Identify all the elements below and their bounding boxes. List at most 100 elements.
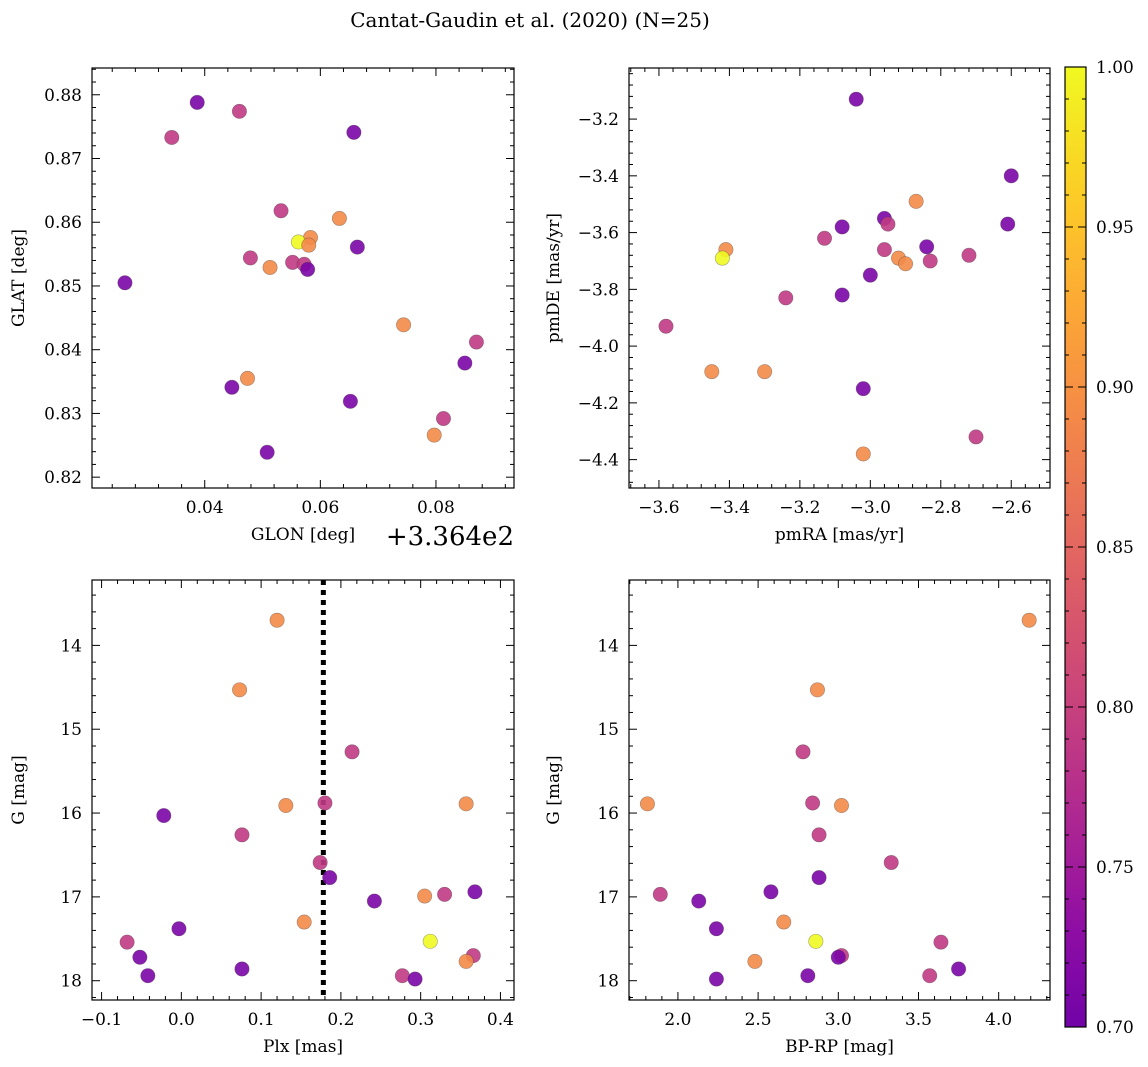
panels: 0.04 0.06 0.08 0.82 0.83 0.84 0.85 0.86 0.87 0.88… — [9, 67, 1051, 1057]
data-point — [396, 317, 412, 333]
figure-title: Cantat-Gaudin et al. (2020) (N=25) — [350, 8, 710, 32]
data-point — [317, 795, 333, 811]
y-tick-label: 0.86 — [44, 213, 82, 233]
data-point — [639, 796, 655, 812]
data-point — [458, 796, 474, 812]
x-axis-label: BP-RP [mag] — [785, 1037, 894, 1057]
x-tick-label: −0.1 — [81, 1010, 122, 1030]
data-point — [919, 239, 935, 255]
data-point — [708, 971, 724, 987]
data-point — [834, 287, 850, 303]
data-point — [757, 364, 773, 380]
data-point — [795, 744, 811, 760]
data-point — [422, 933, 438, 949]
data-point — [880, 216, 896, 232]
y-tick-label: 17 — [60, 888, 82, 908]
data-point — [300, 261, 316, 277]
plot-frame — [91, 579, 515, 1001]
data-point — [691, 893, 707, 909]
data-point — [426, 427, 442, 443]
data-point — [407, 971, 423, 987]
data-point — [922, 253, 938, 269]
data-point — [708, 921, 724, 937]
plot-frame — [91, 67, 515, 489]
data-point — [164, 129, 180, 145]
data-point — [776, 914, 792, 930]
y-tick-label: −3.2 — [578, 110, 619, 130]
x-tick-label: −3.4 — [709, 498, 750, 518]
data-point — [259, 444, 275, 460]
data-point — [156, 808, 172, 824]
data-point — [1000, 216, 1016, 232]
y-tick-label: 15 — [60, 720, 82, 740]
colorbar-tick-label: 0.75 — [1096, 858, 1134, 878]
data-point — [342, 393, 358, 409]
y-axis-label: pmDE [mas/yr] — [544, 213, 564, 343]
y-axis-label: G [mag] — [544, 755, 564, 824]
data-point — [437, 886, 453, 902]
y-tick-label: 14 — [597, 636, 619, 656]
x-tick-label: −2.8 — [920, 498, 961, 518]
data-point — [883, 855, 899, 871]
y-tick-label: −4.4 — [578, 451, 619, 471]
x-tick-label: 2.5 — [745, 1010, 772, 1030]
x-tick-label: 0.1 — [248, 1010, 275, 1030]
data-point — [394, 968, 410, 984]
data-point — [234, 961, 250, 977]
data-point — [834, 798, 850, 814]
data-point — [805, 795, 821, 811]
x-tick-label: 4.0 — [985, 1010, 1012, 1030]
data-point — [855, 446, 871, 462]
data-point — [817, 230, 833, 246]
y-tick-label: 0.85 — [44, 277, 82, 297]
data-point — [658, 318, 674, 334]
data-point — [458, 953, 474, 969]
panel-2: −3.6 −3.4 −3.2 −3.0 −2.8 −2.6 −4.4 −4.2 −4.0 −3.8… — [544, 67, 1051, 545]
plot-frame — [628, 579, 1051, 1001]
data-point — [224, 379, 240, 395]
data-point — [171, 921, 187, 937]
data-point — [467, 884, 483, 900]
data-point — [344, 744, 360, 760]
data-point — [747, 953, 763, 969]
y-tick-label: 17 — [597, 888, 619, 908]
y-tick-label: −3.6 — [578, 224, 619, 244]
data-point — [435, 411, 451, 427]
x-tick-label: −3.2 — [779, 498, 820, 518]
data-point — [242, 250, 258, 266]
data-point — [898, 256, 914, 272]
data-point — [1021, 612, 1037, 628]
y-tick-label: −4.0 — [578, 337, 619, 357]
x-tick-label: 0.08 — [417, 498, 455, 518]
data-point — [278, 798, 294, 814]
colorbar-tick-label: 0.70 — [1096, 1018, 1134, 1038]
y-tick-label: −4.2 — [578, 394, 619, 414]
x-axis-label: Plx [mas] — [263, 1037, 343, 1057]
data-point — [908, 193, 924, 209]
data-point — [262, 259, 278, 275]
data-point — [366, 893, 382, 909]
y-tick-label: −3.8 — [578, 280, 619, 300]
data-point — [457, 355, 473, 371]
colorbar-tick-label: 0.90 — [1096, 378, 1134, 398]
data-point — [809, 682, 825, 698]
data-point — [834, 219, 850, 235]
data-point — [273, 203, 289, 219]
y-tick-label: 18 — [60, 972, 82, 992]
y-tick-label: 16 — [60, 804, 82, 824]
x-axis-label: pmRA [mas/yr] — [775, 525, 904, 545]
data-point — [468, 334, 484, 350]
x-tick-label: −3.0 — [850, 498, 891, 518]
y-tick-label: 15 — [597, 720, 619, 740]
y-tick-label: 16 — [597, 804, 619, 824]
plot-frame — [628, 67, 1051, 489]
data-point — [951, 961, 967, 977]
data-point — [811, 870, 827, 886]
data-point — [763, 884, 779, 900]
data-point — [189, 94, 205, 110]
colorbar: 0.70 0.75 0.80 0.85 0.90 0.95 1.00 — [1064, 58, 1134, 1038]
data-point — [132, 949, 148, 965]
data-point — [652, 886, 668, 902]
data-point — [876, 242, 892, 258]
